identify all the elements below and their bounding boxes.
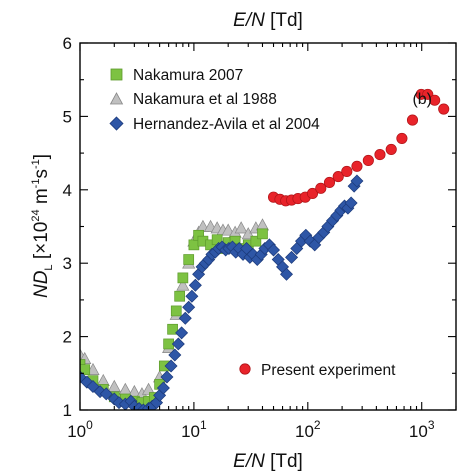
point-present-experiment [374, 149, 386, 161]
y-tick-label: 4 [63, 181, 72, 200]
point-hernandez-avila-et-al-2004 [99, 387, 113, 401]
legend-label-nakamura-1988: Nakamura et al 1988 [133, 91, 277, 108]
point-hernandez-avila-et-al-2004 [175, 326, 189, 340]
point-hernandez-avila-et-al-2004 [171, 337, 185, 351]
legend-marker-hernandez-avila [109, 116, 124, 131]
point-nakamura-et-al-1988 [107, 379, 121, 392]
point-present-experiment [396, 132, 408, 144]
point-nakamura-et-al-1988 [255, 218, 270, 231]
top-axis-title: E/N [Td] [233, 10, 303, 31]
y-tick-label: 1 [63, 401, 72, 420]
point-hernandez-avila-et-al-2004 [178, 311, 192, 325]
x-tick-label: 101 [181, 418, 207, 441]
point-present-experiment [362, 154, 374, 166]
legend-marker-present-experiment [239, 363, 251, 375]
point-nakamura-et-al-1988 [118, 382, 132, 395]
tick-labels: 100 101 102 103 1 2 3 4 5 6 [63, 34, 435, 441]
point-nakamura-et-al-1988 [141, 382, 156, 395]
point-hernandez-avila-et-al-2004 [164, 359, 178, 373]
point-nakamura-et-al-1988 [221, 223, 235, 236]
legend-marker-nakamura-2007 [110, 68, 123, 81]
point-nakamura-et-al-1988 [234, 221, 248, 234]
point-nakamura-2007 [177, 272, 189, 284]
point-hernandez-avila-et-al-2004 [185, 289, 199, 303]
legend-label-nakamura-2007: Nakamura 2007 [133, 67, 243, 84]
point-hernandez-avila-et-al-2004 [344, 196, 358, 210]
point-present-experiment [332, 171, 344, 183]
point-present-experiment [385, 143, 397, 155]
point-hernandez-avila-et-al-2004 [160, 370, 174, 384]
legend-label-hernandez-avila: Hernandez-Avila et al 2004 [133, 116, 320, 133]
point-nakamura-2007 [183, 254, 195, 265]
data-marks [80, 88, 450, 410]
y-tick-label: 2 [63, 328, 72, 347]
x-axis-title: E/N [Td] [233, 451, 303, 472]
legend-bottom: Present experiment [239, 362, 396, 379]
point-present-experiment [306, 187, 319, 200]
y-tick-label: 6 [63, 34, 72, 53]
point-nakamura-2007 [250, 235, 262, 247]
point-present-experiment [323, 176, 336, 189]
point-hernandez-avila-et-al-2004 [156, 381, 170, 395]
point-present-experiment [341, 165, 353, 177]
point-hernandez-avila-et-al-2004 [182, 300, 196, 314]
point-nakamura-2007 [188, 239, 200, 251]
point-nakamura-2007 [80, 364, 91, 375]
point-present-experiment [315, 182, 327, 194]
legend-label-present-experiment: Present experiment [261, 362, 396, 379]
x-tick-label: 102 [295, 418, 321, 441]
axis-ticks [79, 42, 457, 411]
point-hernandez-avila-et-al-2004 [350, 174, 364, 188]
point-hernandez-avila-et-al-2004 [285, 250, 299, 264]
point-present-experiment [351, 160, 363, 172]
y-axis-title: NDL [×1024 m-1s-1] [30, 154, 55, 298]
point-nakamura-et-al-1988 [96, 373, 110, 386]
y-tick-label: 5 [63, 107, 72, 126]
point-nakamura-2007 [174, 290, 186, 302]
panel-label: (b) [412, 91, 432, 108]
point-present-experiment [406, 114, 419, 126]
x-tick-label: 103 [409, 418, 435, 441]
point-present-experiment [438, 103, 450, 115]
point-nakamura-et-al-1988 [176, 278, 190, 291]
point-nakamura-2007 [167, 323, 178, 335]
legend-marker-nakamura-1988 [109, 92, 124, 105]
point-nakamura-2007 [170, 305, 182, 317]
x-tick-label: 100 [67, 418, 93, 441]
y-tick-label: 3 [63, 254, 72, 273]
point-hernandez-avila-et-al-2004 [80, 370, 87, 384]
point-hernandez-avila-et-al-2004 [188, 278, 202, 292]
legend-top: Nakamura 2007 Nakamura et al 1988 Hernan… [109, 67, 320, 133]
point-hernandez-avila-et-al-2004 [280, 267, 293, 281]
point-hernandez-avila-et-al-2004 [267, 243, 281, 257]
point-present-experiment [429, 94, 441, 106]
point-nakamura-2007 [257, 228, 268, 240]
point-hernandez-avila-et-al-2004 [168, 348, 182, 362]
